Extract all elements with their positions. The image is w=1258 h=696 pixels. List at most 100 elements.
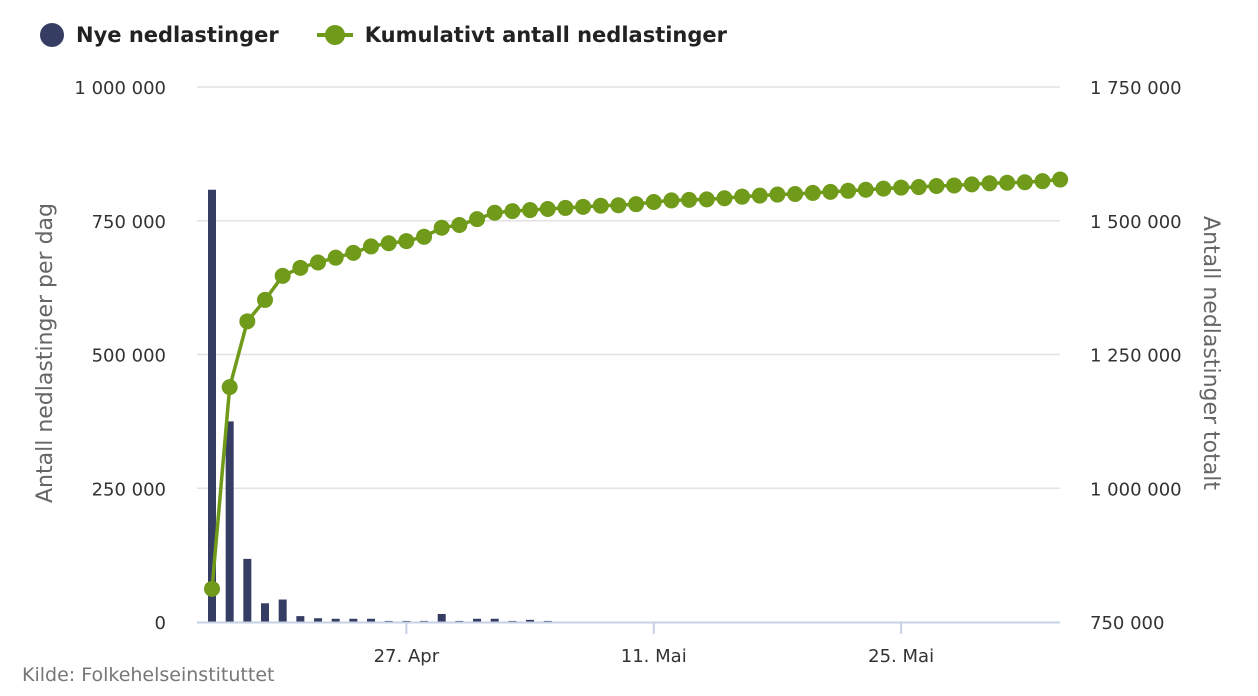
- line-point: [486, 204, 503, 221]
- line-point: [451, 217, 468, 234]
- bar: [473, 618, 482, 622]
- bar: [331, 618, 340, 622]
- bar: [437, 613, 446, 622]
- bar: [490, 618, 499, 622]
- bar: [367, 618, 376, 622]
- line-point: [946, 177, 963, 194]
- bar-series: [208, 189, 552, 622]
- left-tick-label: 500 000: [92, 346, 166, 367]
- bar: [314, 618, 323, 622]
- line-point: [822, 183, 839, 200]
- left-tick-label: 1 000 000: [74, 78, 166, 99]
- legend-label-cumulative: Kumulativt antall nedlastinger: [364, 23, 728, 47]
- line-point: [804, 184, 821, 201]
- line-point: [698, 191, 715, 208]
- x-tick-label: 27. Apr: [374, 646, 440, 667]
- legend-marker-bar: [40, 23, 64, 47]
- line-point: [910, 179, 927, 196]
- bar: [208, 189, 216, 622]
- line-point: [769, 186, 786, 203]
- line-series: [204, 171, 1069, 597]
- line-point: [398, 233, 415, 250]
- legend-marker-line: [316, 23, 353, 47]
- line-point: [274, 267, 291, 284]
- line-point: [645, 194, 662, 211]
- line-point: [1016, 174, 1033, 191]
- bar: [243, 558, 252, 622]
- right-axis-ticks: 750 000 1 000 000 1 250 000 1 500 000 1 750 …: [1090, 78, 1182, 634]
- line-point: [716, 190, 733, 207]
- right-tick-label: 1 000 000: [1090, 479, 1182, 500]
- right-tick-label: 1 500 000: [1090, 212, 1182, 233]
- legend-label-new-downloads: Nye nedlastinger: [76, 23, 279, 47]
- left-tick-label: 750 000: [92, 212, 166, 233]
- right-tick-label: 1 250 000: [1090, 346, 1182, 367]
- x-tick-label: 11. Mai: [621, 646, 687, 667]
- line-point: [575, 198, 592, 215]
- bar: [420, 620, 429, 622]
- line-point: [663, 192, 680, 209]
- line-point: [751, 187, 768, 204]
- right-tick-label: 1 750 000: [1090, 78, 1182, 99]
- bar: [384, 620, 393, 622]
- bar: [261, 603, 270, 622]
- right-tick-label: 750 000: [1090, 613, 1164, 634]
- legend: Nye nedlastinger Kumulativt antall nedla…: [40, 20, 727, 50]
- line-point: [539, 200, 556, 217]
- cumulative-line: [210, 177, 1061, 589]
- line-point: [681, 191, 698, 208]
- left-axis-label: Antall nedlastinger per dag: [33, 203, 58, 503]
- left-axis-ticks: 0 250 000 500 000 750 000 1 000 000: [74, 78, 166, 634]
- line-point: [557, 199, 574, 216]
- bar: [508, 620, 517, 622]
- line-point: [610, 197, 627, 214]
- line-point: [221, 379, 238, 396]
- line-point: [310, 254, 327, 271]
- line-point: [345, 244, 362, 261]
- line-point: [893, 179, 910, 196]
- line-point: [1034, 173, 1051, 190]
- legend-item-new-downloads[interactable]: Nye nedlastinger: [40, 23, 279, 47]
- legend-item-cumulative[interactable]: Kumulativt antall nedlastinger: [316, 23, 728, 47]
- line-point: [522, 202, 539, 219]
- line-point: [257, 291, 274, 308]
- bar: [526, 619, 535, 622]
- line-point: [239, 313, 256, 330]
- line-point: [734, 188, 751, 205]
- line-point: [981, 175, 998, 192]
- line-point: [292, 259, 309, 276]
- line-point: [857, 181, 874, 198]
- left-tick-label: 250 000: [92, 479, 166, 500]
- line-point: [327, 249, 344, 266]
- line-point: [840, 182, 857, 199]
- line-point: [592, 197, 609, 214]
- line-point: [1052, 171, 1069, 188]
- x-tick-label: 25. Mai: [868, 646, 934, 667]
- bar: [349, 618, 358, 622]
- line-point: [787, 186, 804, 202]
- source-note: Kilde: Folkehelseinstituttet: [22, 664, 275, 686]
- bar: [543, 620, 552, 622]
- line-point: [963, 176, 980, 193]
- line-point: [416, 228, 433, 245]
- line-point: [928, 177, 945, 194]
- line-point: [875, 180, 892, 197]
- line-point: [380, 235, 397, 252]
- bar: [225, 421, 234, 622]
- left-tick-label: 0: [155, 613, 166, 634]
- line-point: [504, 203, 521, 220]
- right-axis-label: Antall nedlastinger totalt: [1198, 216, 1223, 490]
- bar: [296, 616, 305, 622]
- line-point: [433, 219, 450, 236]
- bar: [455, 620, 464, 622]
- bar: [278, 599, 287, 622]
- gridlines: [197, 86, 1060, 489]
- x-axis: 27. Apr 11. Mai 25. Mai: [197, 621, 1060, 667]
- bar: [402, 620, 411, 622]
- line-point: [363, 238, 380, 255]
- line-point: [204, 580, 220, 597]
- line-point: [999, 174, 1016, 191]
- line-point: [628, 196, 645, 213]
- line-point: [469, 211, 486, 228]
